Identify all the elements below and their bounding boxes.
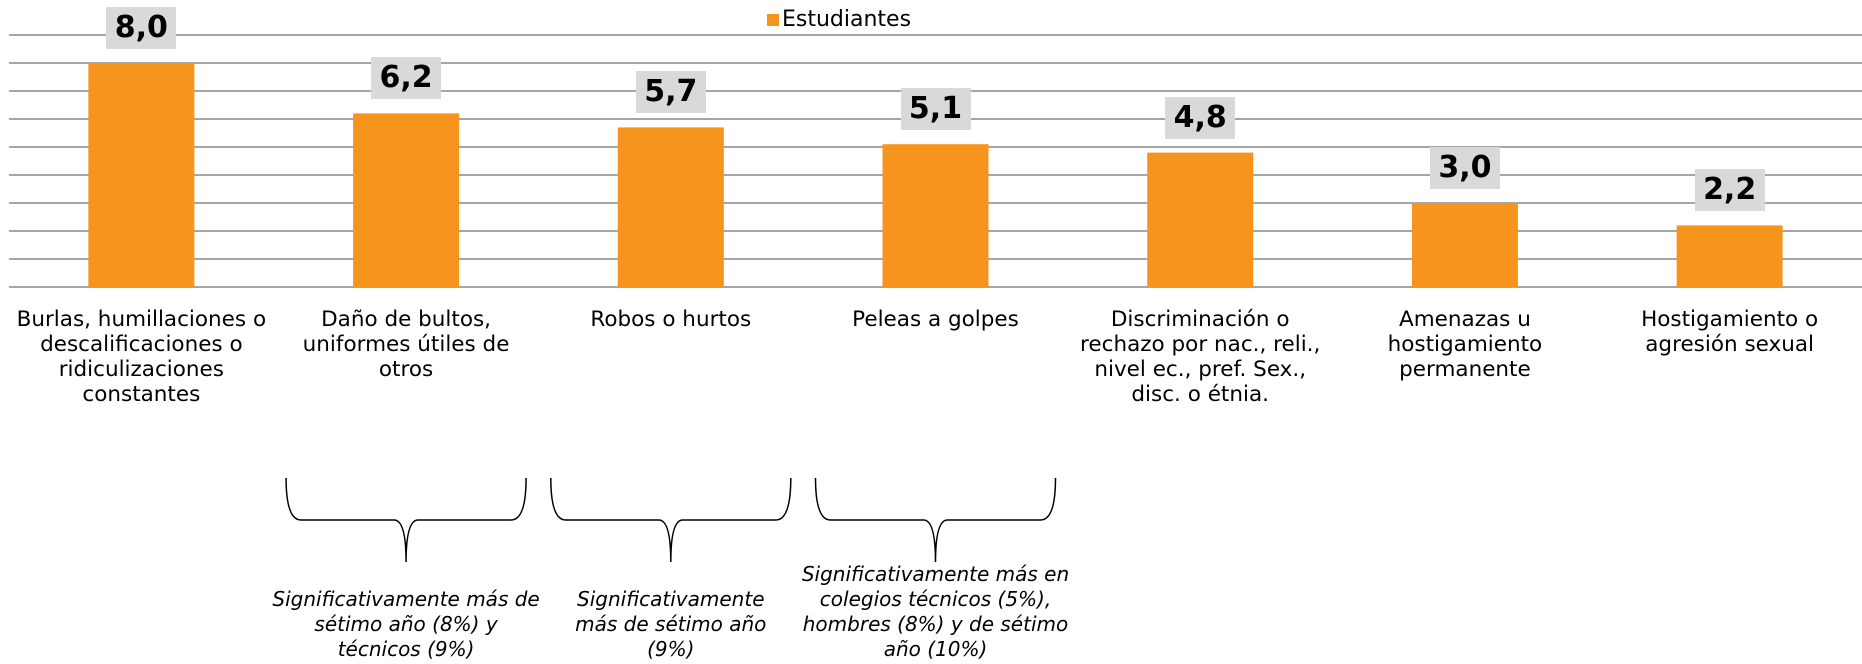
bar bbox=[88, 63, 195, 287]
value-label: 6,2 bbox=[371, 57, 442, 100]
x-tick-label: Hostigamiento o agresión sexual bbox=[1641, 307, 1819, 357]
annotation: Significativamente más en colegios técni… bbox=[801, 562, 1070, 661]
x-tick-label: Peleas a golpes bbox=[852, 307, 1019, 332]
bar bbox=[882, 144, 989, 287]
annotation: Significativamente más de sétimo año (9%… bbox=[575, 587, 767, 661]
bar bbox=[1147, 152, 1254, 287]
value-label: 8,0 bbox=[106, 7, 177, 49]
x-tick-label: Amenazas u hostigamiento permanente bbox=[1387, 307, 1543, 382]
value-label: 5,1 bbox=[900, 88, 971, 131]
value-label: 4,8 bbox=[1165, 96, 1236, 139]
brace bbox=[814, 477, 1057, 563]
x-tick-label: Discriminación o rechazo por nac., reli.… bbox=[1080, 307, 1321, 407]
brace bbox=[285, 477, 527, 563]
brace bbox=[550, 477, 792, 563]
bar bbox=[617, 127, 724, 288]
bar bbox=[1676, 225, 1783, 287]
legend-swatch bbox=[767, 14, 779, 26]
legend-label: Estudiantes bbox=[782, 7, 912, 32]
x-tick-label: Daño de bultos, uniformes útiles de otro… bbox=[302, 307, 510, 382]
bar bbox=[353, 113, 460, 288]
value-label: 5,7 bbox=[635, 71, 706, 114]
value-label: 3,0 bbox=[1429, 147, 1500, 189]
x-tick-label: Robos o hurtos bbox=[590, 307, 752, 332]
value-label: 2,2 bbox=[1694, 169, 1765, 212]
annotation: Significativamente más de sétimo año (8%… bbox=[272, 587, 540, 661]
bar bbox=[1411, 203, 1518, 287]
x-tick-label: Burlas, humillaciones o descalificacione… bbox=[16, 307, 267, 407]
